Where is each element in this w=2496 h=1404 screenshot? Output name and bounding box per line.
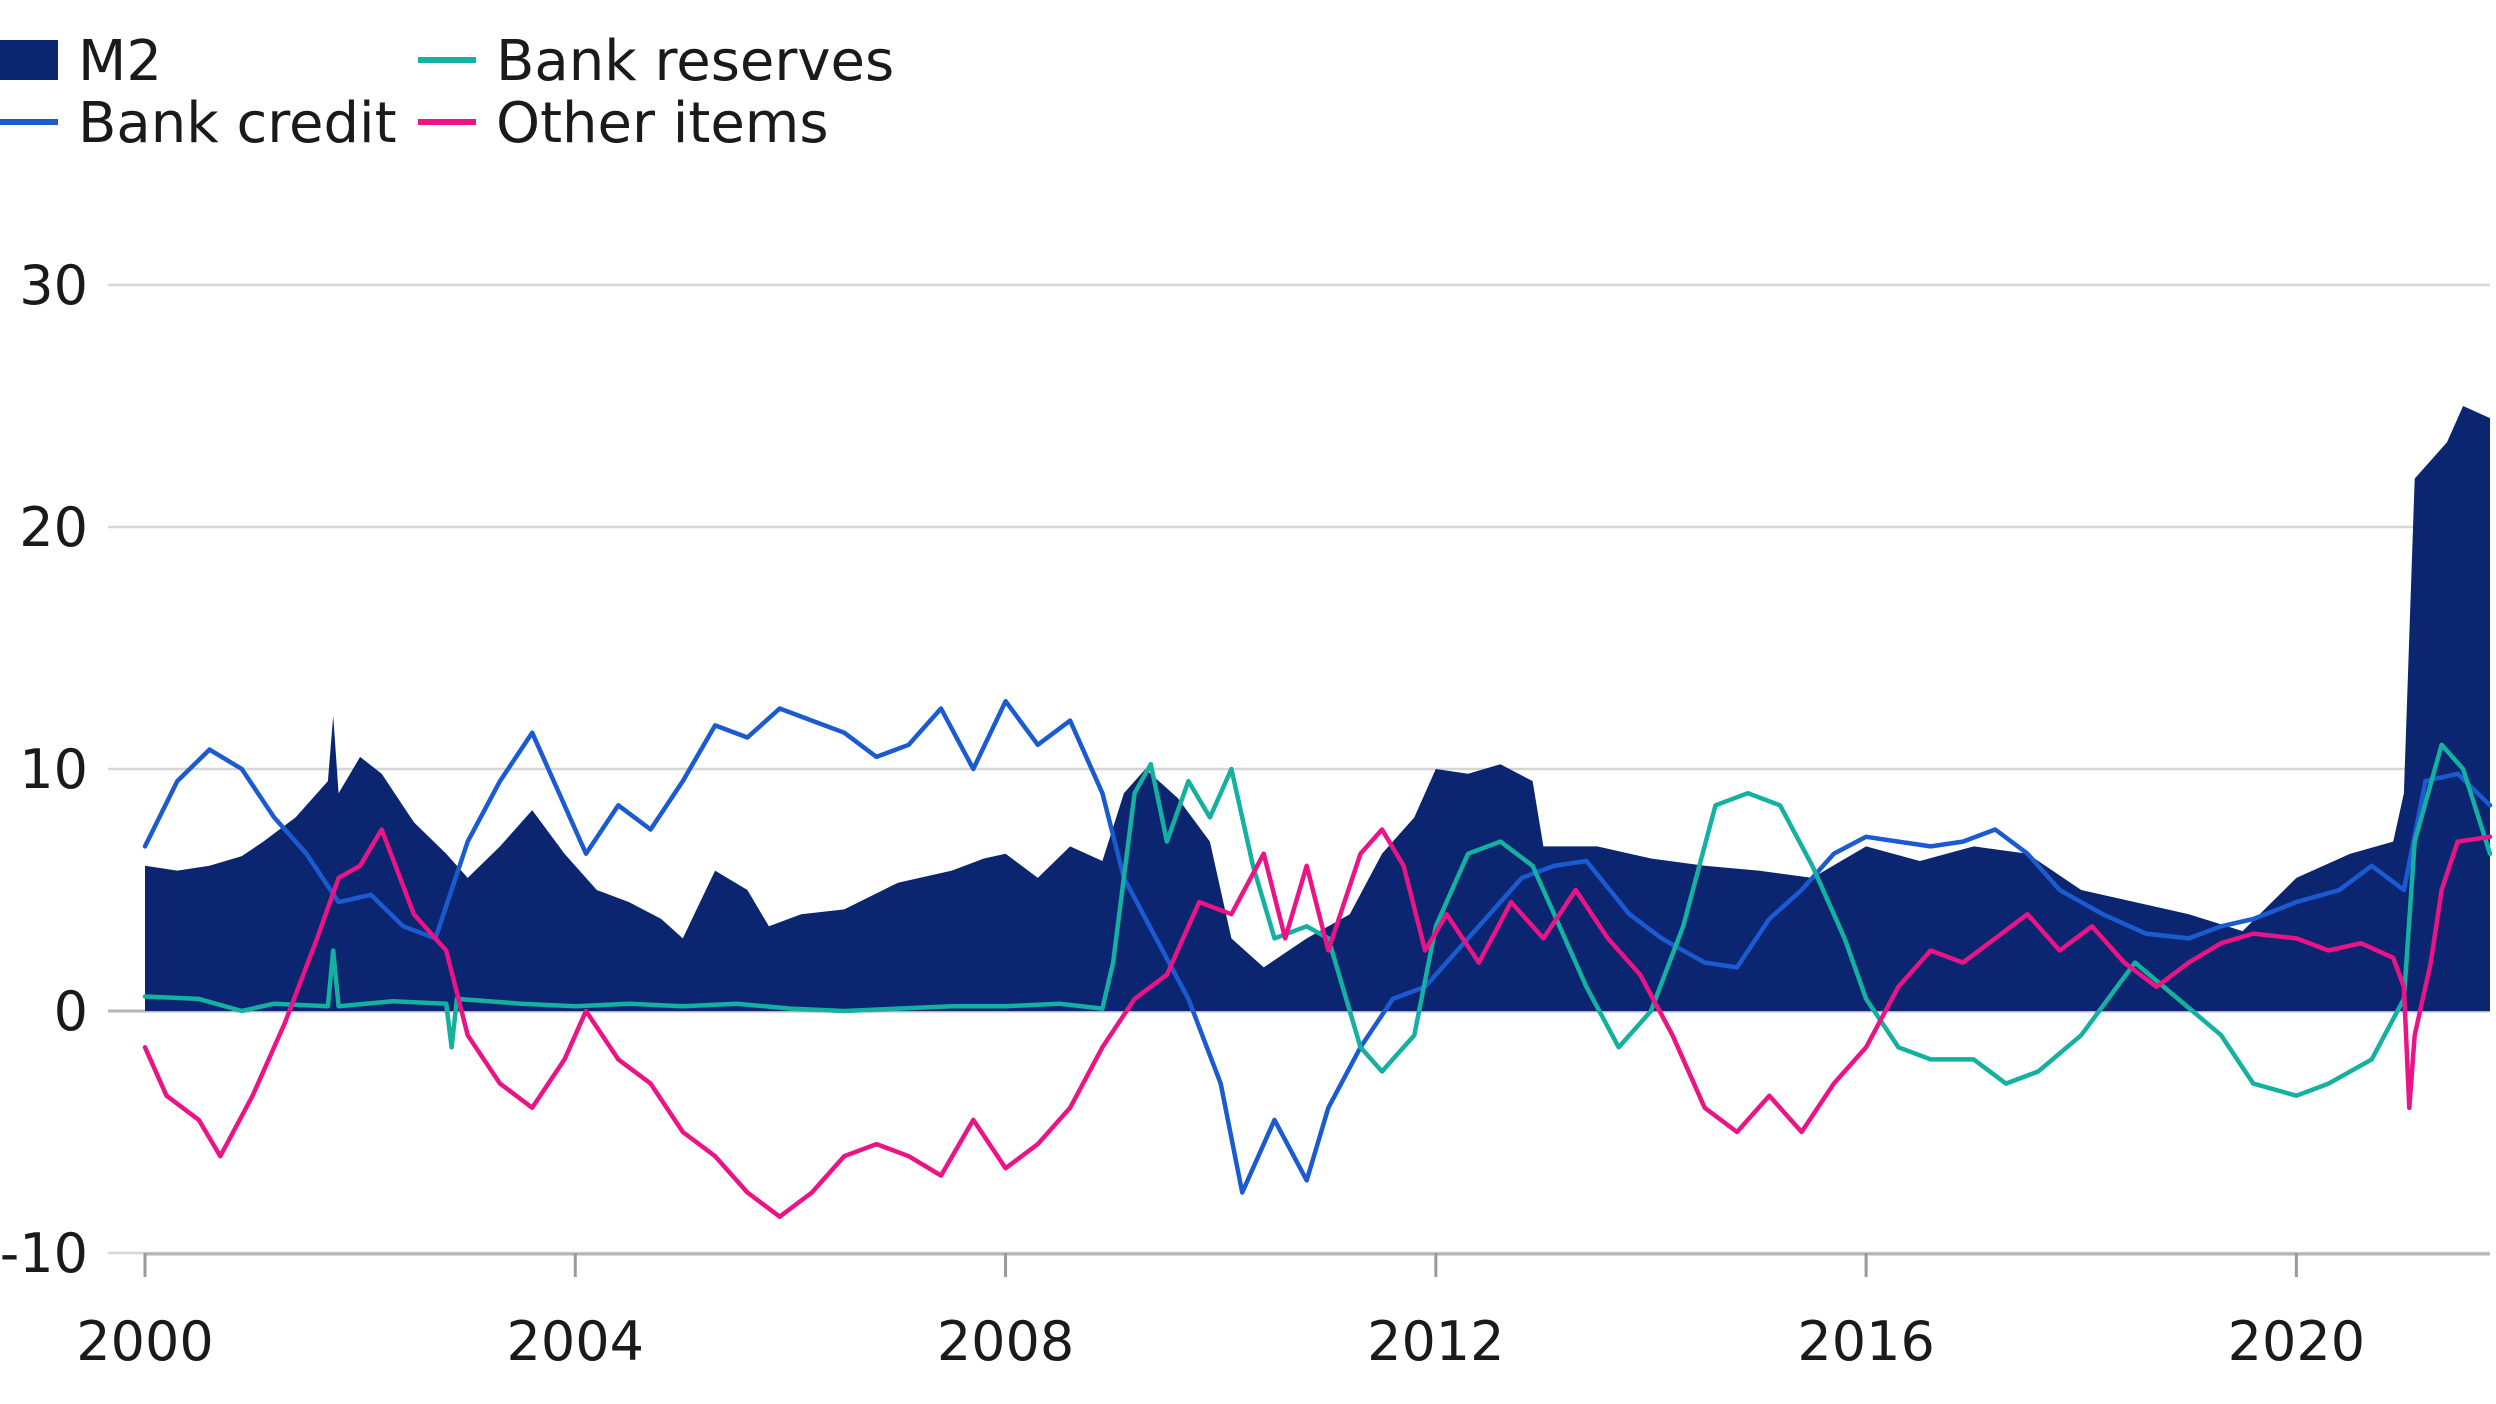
y-axis-tick-labels: -10 0 10 20 30: [0, 254, 88, 1285]
line-series-layer: [142, 698, 2493, 1219]
x-tick-label: 2016: [1797, 1310, 1934, 1373]
y-tick-label: -10: [0, 1222, 88, 1285]
y-tick-label: 20: [19, 496, 88, 559]
legend-label: M2: [78, 29, 162, 94]
legend-swatch: [0, 40, 58, 80]
legend-label: Other items: [496, 91, 829, 156]
x-tick-label: 2000: [76, 1310, 213, 1373]
y-tick-label: 10: [19, 738, 88, 801]
x-tick-label: 2020: [2228, 1310, 2365, 1373]
gridlines: [108, 283, 2490, 1255]
series-line-other-items: [142, 827, 2493, 1219]
legend-label: Bank credit: [78, 91, 397, 156]
x-axis: 2000 2004 2008 2012 2016 2020: [76, 1252, 2490, 1373]
series-line-bank-reserves: [142, 742, 2493, 1098]
x-tick-label: 2004: [507, 1310, 644, 1373]
area-series-layer: [145, 406, 2490, 1011]
legend-label: Bank reserves: [496, 29, 894, 94]
legend-item-m2: M2: [0, 29, 162, 94]
legend-item-bank-credit: Bank credit: [0, 91, 397, 156]
series-area-m2: [145, 406, 2490, 1011]
series-line-bank-credit: [142, 698, 2493, 1195]
y-tick-label: 0: [54, 980, 88, 1043]
y-tick-label: 30: [19, 254, 88, 317]
x-tick-label: 2012: [1367, 1310, 1504, 1373]
legend-item-other-items: Other items: [418, 91, 829, 156]
x-tick-label: 2008: [937, 1310, 1074, 1373]
legend-item-bank-reserves: Bank reserves: [418, 29, 894, 94]
